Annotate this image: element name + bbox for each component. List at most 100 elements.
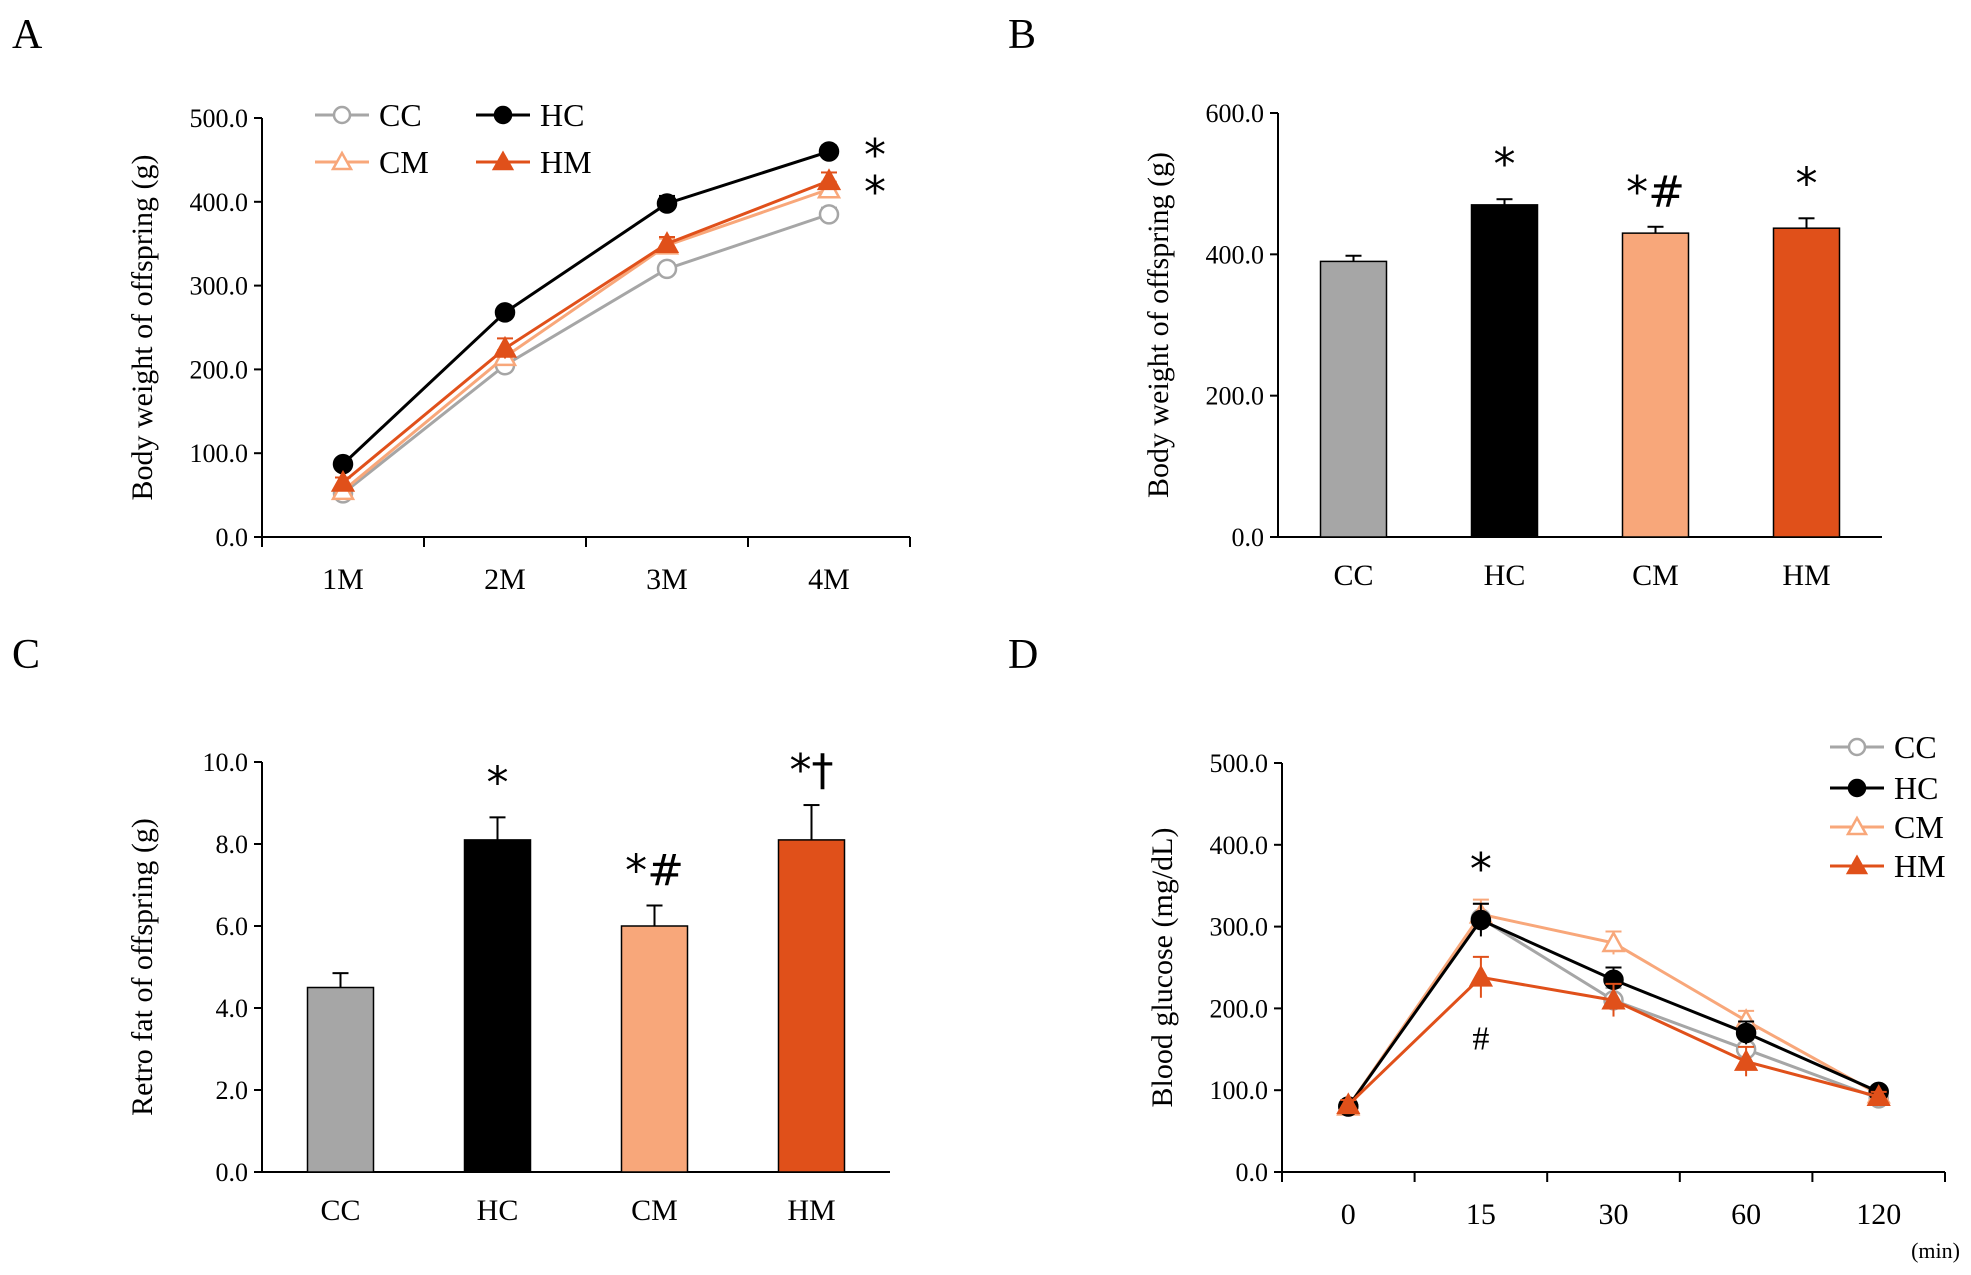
panel-d-y-tick-label: 200.0 (1210, 994, 1269, 1023)
panel-d-x-tick-label: 0 (1341, 1198, 1356, 1231)
panel-c-y-tick-label: 10.0 (203, 748, 249, 777)
panel-b-bar-chart: 0.0 200.0 400.0 600.0 Body weight of offspri… (1142, 99, 1882, 592)
panel-c-bar-chart: 0.0 2.0 4.0 6.0 8.0 10.0 Retro fat of offsprin… (126, 745, 890, 1227)
panel-a-series-line-cc (342, 212, 830, 495)
panel-c-bar-cc (306, 986, 375, 1173)
panel-a-marker (492, 335, 518, 358)
panel-a-significance-mark: * (864, 167, 886, 218)
panel-a-marker (493, 105, 513, 125)
panel-a-marker (332, 105, 352, 125)
panel-d-y-tick-label: 100.0 (1210, 1076, 1269, 1105)
panel-d-legend-label-hm: HM (1894, 848, 1946, 884)
panel-b-bar-hm (1772, 227, 1841, 538)
panel-c-x-tick-label: CM (631, 1194, 678, 1227)
panel-d-marker (1336, 1092, 1361, 1115)
panel-d-x-axis-unit: (min) (1911, 1238, 1960, 1263)
panel-a-x-tick-label: 1M (322, 563, 364, 596)
panel-a-y-tick-label: 100.0 (190, 439, 249, 468)
panel-d-y-tick-label: 400.0 (1210, 831, 1269, 860)
panel-c-y-tick-label: 0.0 (216, 1158, 249, 1187)
panel-d-marker (1866, 1084, 1891, 1106)
panel-d-marker (1845, 815, 1869, 836)
panel-a-line-chart: 0.0 100.0 200.0 300.0 400.0 500.0 Body weight … (126, 97, 911, 596)
panel-a-legend-label-cm: CM (379, 144, 429, 180)
panel-b-bar-cm (1621, 232, 1690, 538)
panel-c-x-tick-label: HC (477, 1194, 519, 1227)
panel-d-y-axis-label: Blood glucose (mg/dL) (1146, 828, 1179, 1108)
panel-b-y-tick-label: 200.0 (1206, 382, 1265, 411)
panel-d-marker (1847, 778, 1867, 798)
panel-letter-d: D (1008, 632, 1038, 678)
panel-b-bar-cc (1319, 260, 1388, 538)
panel-d-significance-mark: * (1470, 844, 1492, 895)
panel-c-significance-mark: *† (790, 745, 834, 796)
panel-d-marker (1733, 1048, 1759, 1071)
panel-d-legend-label-cm: CM (1894, 809, 1944, 845)
panel-d-line-chart: 0.0 100.0 200.0 300.0 400.0 500.0 Blood glucos… (1146, 729, 1960, 1263)
panel-b-x-tick-label: CM (1632, 559, 1679, 592)
panel-c-y-tick-label: 8.0 (216, 830, 249, 859)
panel-d-marker (1468, 964, 1494, 987)
panel-d-marker (1601, 987, 1626, 1010)
panel-d-legend-label-hc: HC (1894, 770, 1938, 806)
panel-b-significance-mark: *# (1626, 167, 1685, 218)
panel-d-y-tick-label: 500.0 (1210, 749, 1269, 778)
panel-c-y-axis-label: Retro fat of offspring (g) (126, 818, 159, 1116)
panel-a-marker (491, 150, 515, 171)
panel-a-marker (654, 231, 680, 253)
panel-a-x-tick-label: 2M (484, 563, 526, 596)
panel-a-series-line-cm (342, 187, 830, 493)
panel-a-series-line-hc (341, 150, 830, 466)
panel-a-y-tick-label: 500.0 (190, 104, 249, 133)
panel-a-marker (656, 258, 678, 280)
panel-d-legend-label-cc: CC (1894, 729, 1937, 765)
panel-b-significance-mark: * (1494, 139, 1516, 190)
panel-b-x-tick-label: HC (1484, 559, 1526, 592)
panel-c-y-tick-label: 6.0 (216, 912, 249, 941)
panel-c-bar-hm (777, 839, 846, 1173)
panel-a-legend-label-cc: CC (379, 97, 422, 133)
panel-b-significance-mark: * (1796, 158, 1818, 209)
panel-d-marker (1470, 909, 1492, 931)
panel-letter-a: A (12, 12, 43, 58)
panel-c-x-tick-label: CC (320, 1194, 360, 1227)
panel-a-marker (330, 150, 354, 171)
panel-a-y-axis-label: Body weight of offspring (g) (126, 154, 159, 500)
panel-c-significance-mark: *# (625, 846, 684, 897)
panel-d-marker (1601, 930, 1626, 953)
panel-a-marker (656, 193, 678, 214)
panel-d-y-tick-label: 0.0 (1236, 1158, 1269, 1187)
panel-b-y-axis-label: Body weight of offspring (g) (1142, 152, 1175, 498)
panel-a-series-line-hm (342, 179, 830, 484)
panel-c-bar-hc (463, 839, 532, 1173)
panel-a-legend-label-hm: HM (540, 144, 592, 180)
panel-d-marker (1735, 1022, 1757, 1044)
panel-c-x-tick-label: HM (787, 1194, 835, 1227)
panel-d-y-tick-label: 300.0 (1210, 913, 1269, 942)
panel-b-x-tick-label: HM (1782, 559, 1830, 592)
panel-b-y-tick-label: 600.0 (1206, 99, 1265, 128)
panel-c-y-tick-label: 4.0 (216, 994, 249, 1023)
panel-b-bar-hc (1470, 204, 1539, 538)
panel-letter-c: C (12, 632, 40, 678)
panel-a-marker (494, 302, 516, 323)
panel-d-significance-mark: # (1472, 1020, 1489, 1057)
panel-a-significance-mark: * (864, 130, 886, 181)
panel-d-x-tick-label: 120 (1856, 1198, 1901, 1231)
panel-a-x-tick-label: 4M (808, 563, 850, 596)
panel-letter-b: B (1008, 12, 1036, 58)
panel-a-y-tick-label: 400.0 (190, 188, 249, 217)
panel-d-x-tick-label: 60 (1731, 1198, 1761, 1231)
panel-d-x-tick-label: 15 (1466, 1198, 1496, 1231)
panel-a-y-tick-label: 0.0 (216, 523, 249, 552)
panel-b-y-tick-label: 0.0 (1232, 523, 1265, 552)
panel-c-significance-mark: * (487, 757, 509, 808)
panel-a-marker (330, 469, 356, 492)
panel-d-x-tick-label: 30 (1599, 1198, 1629, 1231)
panel-a-marker (816, 168, 842, 191)
panel-c-bar-cm (620, 925, 689, 1173)
panel-b-y-tick-label: 400.0 (1206, 240, 1265, 269)
panel-d-marker (1847, 737, 1867, 757)
panel-a-legend-label-hc: HC (540, 97, 584, 133)
